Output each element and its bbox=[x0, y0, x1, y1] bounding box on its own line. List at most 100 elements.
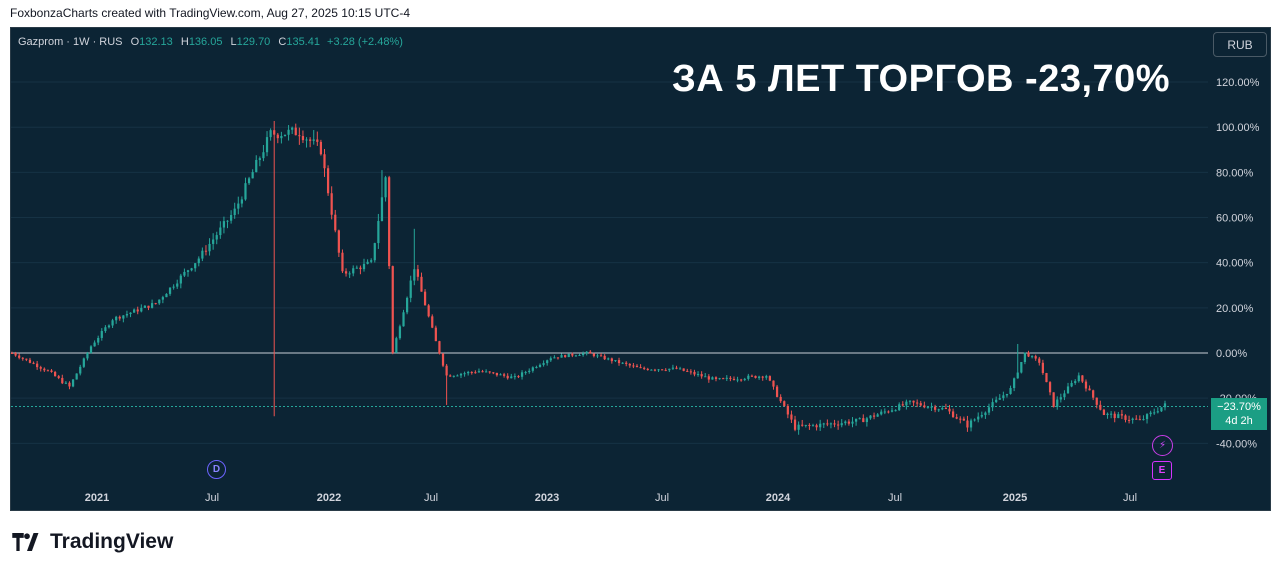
x-tick-label: 2021 bbox=[85, 492, 109, 504]
candle-body bbox=[25, 358, 28, 360]
candle-body bbox=[64, 382, 67, 384]
currency-button[interactable]: RUB bbox=[1213, 32, 1267, 57]
candle-body bbox=[790, 414, 793, 420]
candle-body bbox=[39, 367, 42, 369]
x-tick-label: Jul bbox=[1123, 492, 1137, 504]
candle-body bbox=[82, 358, 85, 367]
x-tick-label: Jul bbox=[424, 492, 438, 504]
candle-body bbox=[481, 371, 484, 373]
candle-body bbox=[301, 136, 305, 141]
candle-body bbox=[1127, 419, 1131, 421]
candle-body bbox=[413, 269, 416, 281]
candle-body bbox=[150, 303, 154, 308]
candle-body bbox=[1160, 407, 1163, 412]
candle-body bbox=[513, 376, 516, 378]
candle-body bbox=[459, 373, 463, 376]
candle-body bbox=[1120, 414, 1124, 416]
candle-body bbox=[467, 371, 470, 374]
candle-body bbox=[147, 305, 150, 308]
candle-body bbox=[1153, 412, 1156, 414]
candle-body bbox=[585, 351, 588, 354]
candle-body bbox=[1002, 395, 1005, 399]
candle-body bbox=[1041, 362, 1044, 374]
candle-body bbox=[599, 355, 603, 357]
candle-body bbox=[456, 375, 459, 377]
candle-body bbox=[603, 355, 606, 360]
candle-body bbox=[819, 423, 822, 428]
candle-body bbox=[1102, 409, 1106, 416]
candle-body bbox=[614, 360, 617, 362]
candle-body bbox=[416, 269, 419, 277]
split-icon[interactable]: ⚡ bbox=[1152, 435, 1173, 456]
dividend-marker[interactable]: D bbox=[207, 460, 226, 479]
candle-body bbox=[650, 369, 653, 371]
candle-body bbox=[700, 374, 703, 377]
candle-body bbox=[811, 425, 815, 427]
y-grid bbox=[11, 81, 1208, 444]
candle-body bbox=[869, 415, 872, 419]
candle-body bbox=[208, 243, 211, 252]
candle-body bbox=[280, 135, 283, 139]
candle-body bbox=[168, 287, 172, 294]
candle-body bbox=[966, 420, 969, 428]
time-axis[interactable]: 2021 Jul 2022 Jul 2023 Jul 2024 Jul 2025 Jul bbox=[85, 492, 1137, 504]
candle-body bbox=[348, 273, 351, 275]
candle-body bbox=[326, 168, 330, 194]
candle-body bbox=[1013, 378, 1016, 389]
candle-body bbox=[625, 362, 628, 364]
candle-body bbox=[1059, 397, 1062, 400]
candle-body bbox=[793, 419, 797, 430]
candle-body bbox=[1077, 375, 1080, 382]
candle-body bbox=[998, 398, 1001, 400]
earnings-marker[interactable]: E bbox=[1152, 461, 1172, 480]
candle-body bbox=[449, 375, 452, 377]
candle-body bbox=[312, 139, 315, 141]
candle-body bbox=[941, 408, 944, 410]
candle-body bbox=[341, 252, 344, 272]
candlestick-series bbox=[10, 120, 1167, 435]
candle-body bbox=[1074, 381, 1077, 384]
candle-body bbox=[951, 411, 955, 418]
candle-body bbox=[718, 378, 721, 380]
candle-body bbox=[524, 372, 527, 374]
candle-body bbox=[161, 297, 164, 300]
candle-body bbox=[359, 267, 362, 270]
candle-body bbox=[68, 382, 71, 387]
candle-body bbox=[528, 370, 531, 373]
candle-body bbox=[786, 405, 789, 415]
candle-body bbox=[758, 376, 761, 378]
price-axis[interactable]: 120.00% 100.00% 80.00% 60.00% 40.00% 20.00% 0.… bbox=[1216, 77, 1260, 450]
candle-body bbox=[639, 367, 642, 369]
y-tick-label: 100.00% bbox=[1216, 122, 1260, 134]
candle-body bbox=[445, 365, 448, 376]
candle-body bbox=[556, 357, 560, 359]
candle-body bbox=[104, 327, 107, 332]
y-tick-label: 120.00% bbox=[1216, 77, 1260, 89]
candle-body bbox=[905, 401, 908, 406]
y-tick-label: 20.00% bbox=[1216, 303, 1254, 315]
close-label: C bbox=[278, 36, 287, 48]
candle-body bbox=[829, 423, 833, 425]
candle-body bbox=[984, 412, 987, 416]
candle-body bbox=[768, 376, 772, 381]
candle-body bbox=[854, 418, 858, 422]
candle-body bbox=[872, 415, 876, 417]
bar-countdown: 4d 2h bbox=[1225, 415, 1253, 427]
candle-body bbox=[549, 358, 552, 361]
x-tick-label: Jul bbox=[205, 492, 219, 504]
candle-body bbox=[1023, 352, 1027, 363]
chart-headline: ЗА 5 ЛЕТ ТОРГОВ -23,70% bbox=[672, 58, 1171, 100]
candle-body bbox=[431, 316, 434, 328]
candle-body bbox=[395, 338, 398, 353]
candle-body bbox=[926, 406, 930, 408]
candle-body bbox=[319, 141, 323, 155]
candle-body bbox=[294, 127, 297, 136]
candle-body bbox=[779, 396, 782, 402]
candle-body bbox=[100, 331, 103, 338]
candle-body bbox=[212, 239, 215, 244]
candle-body bbox=[143, 305, 147, 308]
chart-panel[interactable] bbox=[10, 27, 1271, 511]
candle-body bbox=[747, 375, 750, 379]
candle-body bbox=[653, 369, 657, 371]
